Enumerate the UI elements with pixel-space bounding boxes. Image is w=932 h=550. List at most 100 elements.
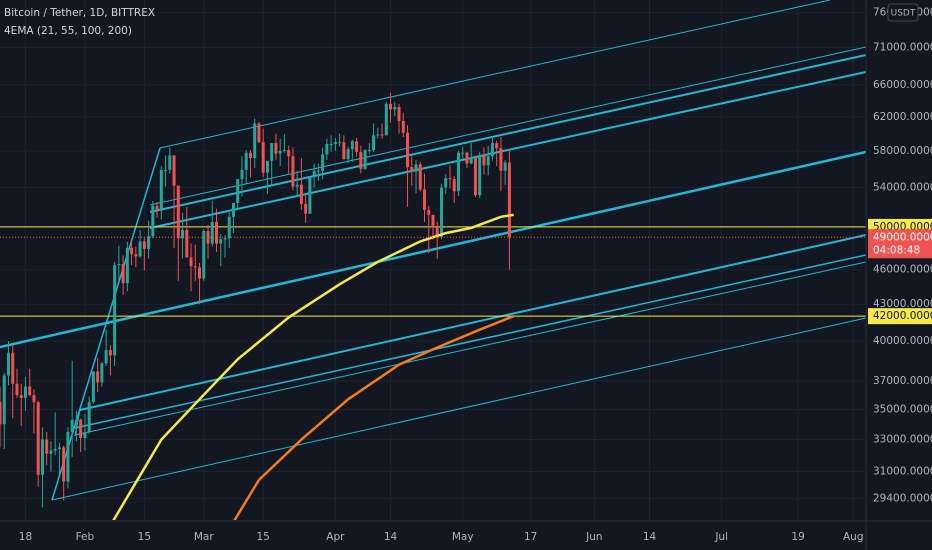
candle-body (172, 155, 176, 186)
trend-line (79, 234, 866, 411)
candle-body (231, 202, 235, 217)
candle-body (456, 152, 460, 192)
trend-line (74, 261, 866, 436)
candle-body (244, 152, 248, 170)
candle-body (418, 164, 422, 190)
trend-line (0, 150, 866, 349)
candle-body (96, 371, 100, 383)
candle-body (393, 107, 397, 110)
candle-body (45, 439, 49, 454)
x-tick-label: 15 (257, 531, 270, 543)
x-tick-label: Feb (76, 531, 95, 543)
candle-body (257, 123, 261, 143)
candle-body (36, 402, 40, 475)
candle-body (338, 142, 342, 144)
candle-body (355, 141, 359, 152)
candle-body (444, 178, 448, 188)
candle-body (62, 447, 66, 482)
candle-body (117, 264, 121, 266)
candle-body (350, 141, 354, 150)
candle-body (206, 231, 210, 244)
candle-body (282, 150, 286, 152)
ema-line (233, 314, 515, 520)
candle-body (193, 266, 197, 268)
candle-body (448, 178, 452, 180)
candle-body (19, 395, 23, 398)
candle-body (486, 156, 490, 166)
candle-body (473, 158, 477, 196)
y-tick-label: 71000.00000 (873, 41, 932, 53)
level-label: 42000.00000 (873, 310, 932, 322)
candle-body (138, 241, 142, 257)
candle-body (325, 143, 329, 155)
candle-body (66, 431, 70, 482)
candle-body (469, 158, 473, 164)
candle-body (185, 229, 189, 258)
candle-body (74, 419, 78, 421)
trend-line (74, 254, 866, 429)
candle-body (452, 179, 456, 192)
candle-body (108, 350, 112, 356)
candle-body (308, 177, 312, 214)
y-tick-label: 35000.00000 (873, 403, 932, 415)
x-tick-label: May (452, 531, 474, 543)
trend-line (149, 54, 866, 213)
candle-body (333, 142, 337, 144)
candle-body (359, 151, 363, 169)
candle-body (278, 150, 282, 154)
last-price-label: 49000.00000 (873, 231, 932, 243)
candle-body (465, 152, 469, 164)
candle-body (384, 103, 388, 136)
indicator-legend[interactable]: 4EMA (21, 55, 100, 200) (4, 25, 132, 37)
candle-body (32, 395, 36, 403)
trend-line (51, 317, 866, 501)
candle-body (287, 150, 291, 157)
x-tick-label: Apr (326, 531, 345, 543)
candle-body (70, 419, 74, 432)
grid (0, 0, 866, 520)
candle-body (155, 205, 159, 211)
candle-body (202, 231, 206, 279)
candle-body (130, 247, 134, 255)
candle-body (134, 254, 138, 257)
candle-body (215, 221, 218, 244)
candle-body (265, 160, 269, 173)
candle-body (164, 169, 168, 171)
currency[interactable]: USDT (891, 9, 916, 19)
trend-line (149, 46, 866, 206)
ema-line (112, 213, 514, 520)
candle-body (389, 103, 393, 110)
currency-box[interactable] (887, 3, 919, 22)
x-tick-label: 14 (643, 531, 657, 543)
candle-body (482, 155, 486, 166)
candle-body (312, 170, 316, 178)
axis-labels: 29400.00000 31000.00000 33000.00000 35000.0… (19, 7, 932, 543)
candle-body (223, 238, 227, 240)
y-tick-label: 54000.00000 (873, 182, 932, 194)
candle-body (397, 107, 401, 121)
trend-line (74, 409, 81, 437)
y-tick-label: 37000.00000 (873, 375, 932, 387)
candle-body (15, 383, 19, 396)
candle-body (253, 123, 257, 159)
candle-body (159, 169, 163, 211)
candle-body (423, 189, 427, 210)
candle-body (91, 371, 95, 403)
candle-body (189, 257, 193, 267)
candle-body (503, 162, 507, 171)
x-tick-label: 17 (524, 531, 537, 543)
candle-body (6, 352, 10, 376)
candle-body (261, 142, 265, 173)
x-tick-label: Aug (843, 531, 864, 543)
candle-body (11, 352, 15, 384)
y-tick-label: 33000.00000 (873, 434, 932, 446)
y-tick-label: 40000.00000 (873, 335, 932, 347)
candle-body (406, 132, 410, 168)
candle-body (367, 150, 371, 152)
y-tick-label: 66000.00000 (873, 79, 932, 91)
candle-body (113, 265, 117, 356)
candle-body (121, 264, 125, 284)
candle-body (372, 135, 376, 151)
candle-body (248, 152, 252, 159)
